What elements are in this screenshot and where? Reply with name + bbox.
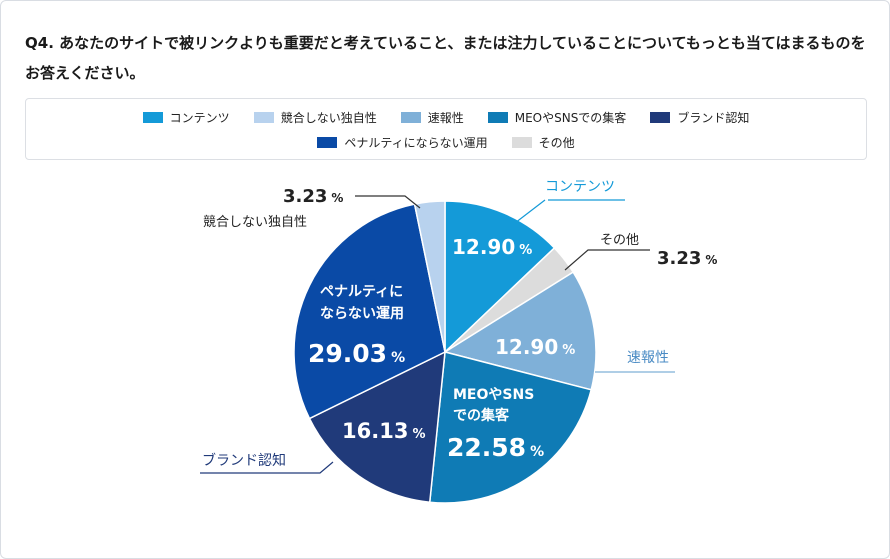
legend-item-brand: ブランド認知: [650, 109, 749, 126]
legend-swatch: [650, 112, 671, 123]
legend-item-speed: 速報性: [400, 109, 464, 126]
value-label-penalty: 29.03%: [308, 339, 405, 368]
leader-line-other: [564, 249, 650, 271]
pie-slices: [293, 200, 597, 504]
legend-item-unique: 競合しない独自性: [253, 109, 377, 126]
pie-slice-penalty: [293, 203, 446, 420]
pie-slice-speed: [443, 271, 597, 391]
value-label-contents: 12.90%: [452, 235, 532, 259]
legend-swatch: [317, 137, 338, 148]
value-label-speed: 12.90%: [495, 335, 575, 359]
pie-slice-meo-sns: [428, 351, 593, 504]
legend-item-penalty: ペナルティにならない運用: [317, 134, 488, 151]
slice-label-penalty-line2: ならない運用: [320, 306, 404, 322]
legend-row-2: ペナルティにならない運用 その他: [26, 134, 866, 151]
outside-label-contents: コンテンツ: [545, 179, 615, 195]
outside-label-other: その他: [600, 233, 639, 248]
pie-slice-brand: [308, 350, 446, 504]
question-title: Q4. あなたのサイトで被リンクよりも重要だと考えていること、または注力している…: [25, 34, 866, 82]
legend-swatch: [511, 137, 532, 148]
legend-item-contents: コンテンツ: [142, 109, 230, 126]
leader-line-unique: [355, 195, 421, 209]
outside-label-brand: ブランド認知: [202, 452, 286, 469]
legend-item-other: その他: [511, 134, 575, 151]
legend-item-meo-sns: MEOやSNSでの集客: [487, 109, 626, 126]
outside-value-other: 3.23%: [657, 248, 717, 269]
slice-label-penalty-line1: ペナルティに: [320, 284, 403, 300]
pie-slice-contents: [444, 200, 556, 354]
legend-swatch: [253, 112, 274, 123]
value-label-brand: 16.13%: [342, 419, 425, 443]
outside-label-speed: 速報性: [627, 350, 669, 366]
legend-swatch: [400, 112, 421, 123]
legend-row-1: コンテンツ 競合しない独自性 速報性 MEOやSNSでの集客 ブランド認知: [26, 109, 866, 126]
leader-line-brand: [200, 461, 334, 474]
leader-line-contents: [514, 199, 546, 224]
legend-swatch: [142, 112, 163, 123]
slice-label-meo-line2: での集客: [453, 407, 510, 424]
slice-label-meo-line1: MEOやSNS: [453, 387, 534, 403]
legend: コンテンツ 競合しない独自性 速報性 MEOやSNSでの集客 ブランド認知 ペナ…: [25, 98, 867, 160]
outside-label-unique: 競合しない独自性: [203, 215, 307, 230]
value-label-meo: 22.58%: [447, 433, 544, 462]
legend-swatch: [487, 112, 508, 123]
outside-value-unique: 3.23%: [283, 186, 343, 207]
